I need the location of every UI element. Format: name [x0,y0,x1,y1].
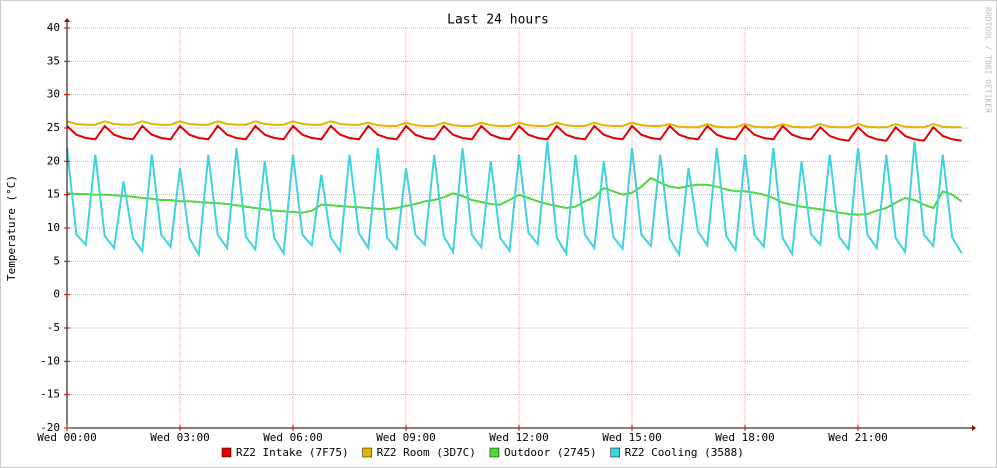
y-tick-label: 0 [53,288,60,301]
y-tick-label: -15 [40,388,60,401]
plot [66,120,963,258]
legend-label: RZ2 Intake (7F75) [236,446,349,459]
chart-title: Last 24 hours [447,13,549,28]
x-tick-label: Wed 18:00 [715,431,775,444]
y-axis-label: Temperature (°C) [5,175,18,281]
x-tick-label: Wed 12:00 [489,431,549,444]
y-tick-label: 30 [47,88,60,101]
x-tick-label: Wed 21:00 [828,431,888,444]
x-tick-label: Wed 00:00 [37,431,97,444]
series-line [66,120,962,129]
y-tick-label: 35 [47,54,60,67]
y-tick-label: -10 [40,354,60,367]
legend-swatch [221,447,232,458]
y-arrow [64,18,70,22]
y-tick-label: 25 [47,121,60,134]
legend-swatch [489,447,500,458]
y-tick-label: 10 [47,221,60,234]
legend-label: RZ2 Cooling (3588) [625,446,744,459]
y-tick-label: 40 [47,21,60,34]
y-tick-label: 15 [47,188,60,201]
legend: RZ2 Intake (7F75) RZ2 Room (3D7C) Outdoor … [221,446,744,459]
axes: -20 -15 -10 -5 0 5 10 15 20 25 30 35 40 Wed 00:00 Wed … [37,18,976,444]
series-line [66,141,963,258]
legend-swatch [610,447,620,458]
legend-swatch [362,447,372,458]
x-tick-label: Wed 03:00 [150,431,210,444]
y-tick-label: -20 [40,421,60,434]
x-tick-label: Wed 09:00 [376,431,436,444]
y-tick-label: 20 [47,154,60,167]
legend-label: Outdoor (2745) [504,446,597,459]
x-tick-label: Wed 15:00 [602,431,662,444]
series-line [66,124,962,142]
legend-label: RZ2 Room (3D7C) [377,446,476,459]
x-arrow [972,425,976,431]
watermark: RRDTOOL / TOBI OETIKER [984,7,993,113]
y-tick-label: 5 [53,254,60,267]
y-tick-label: -5 [47,321,60,334]
x-tick-label: Wed 06:00 [263,431,323,444]
